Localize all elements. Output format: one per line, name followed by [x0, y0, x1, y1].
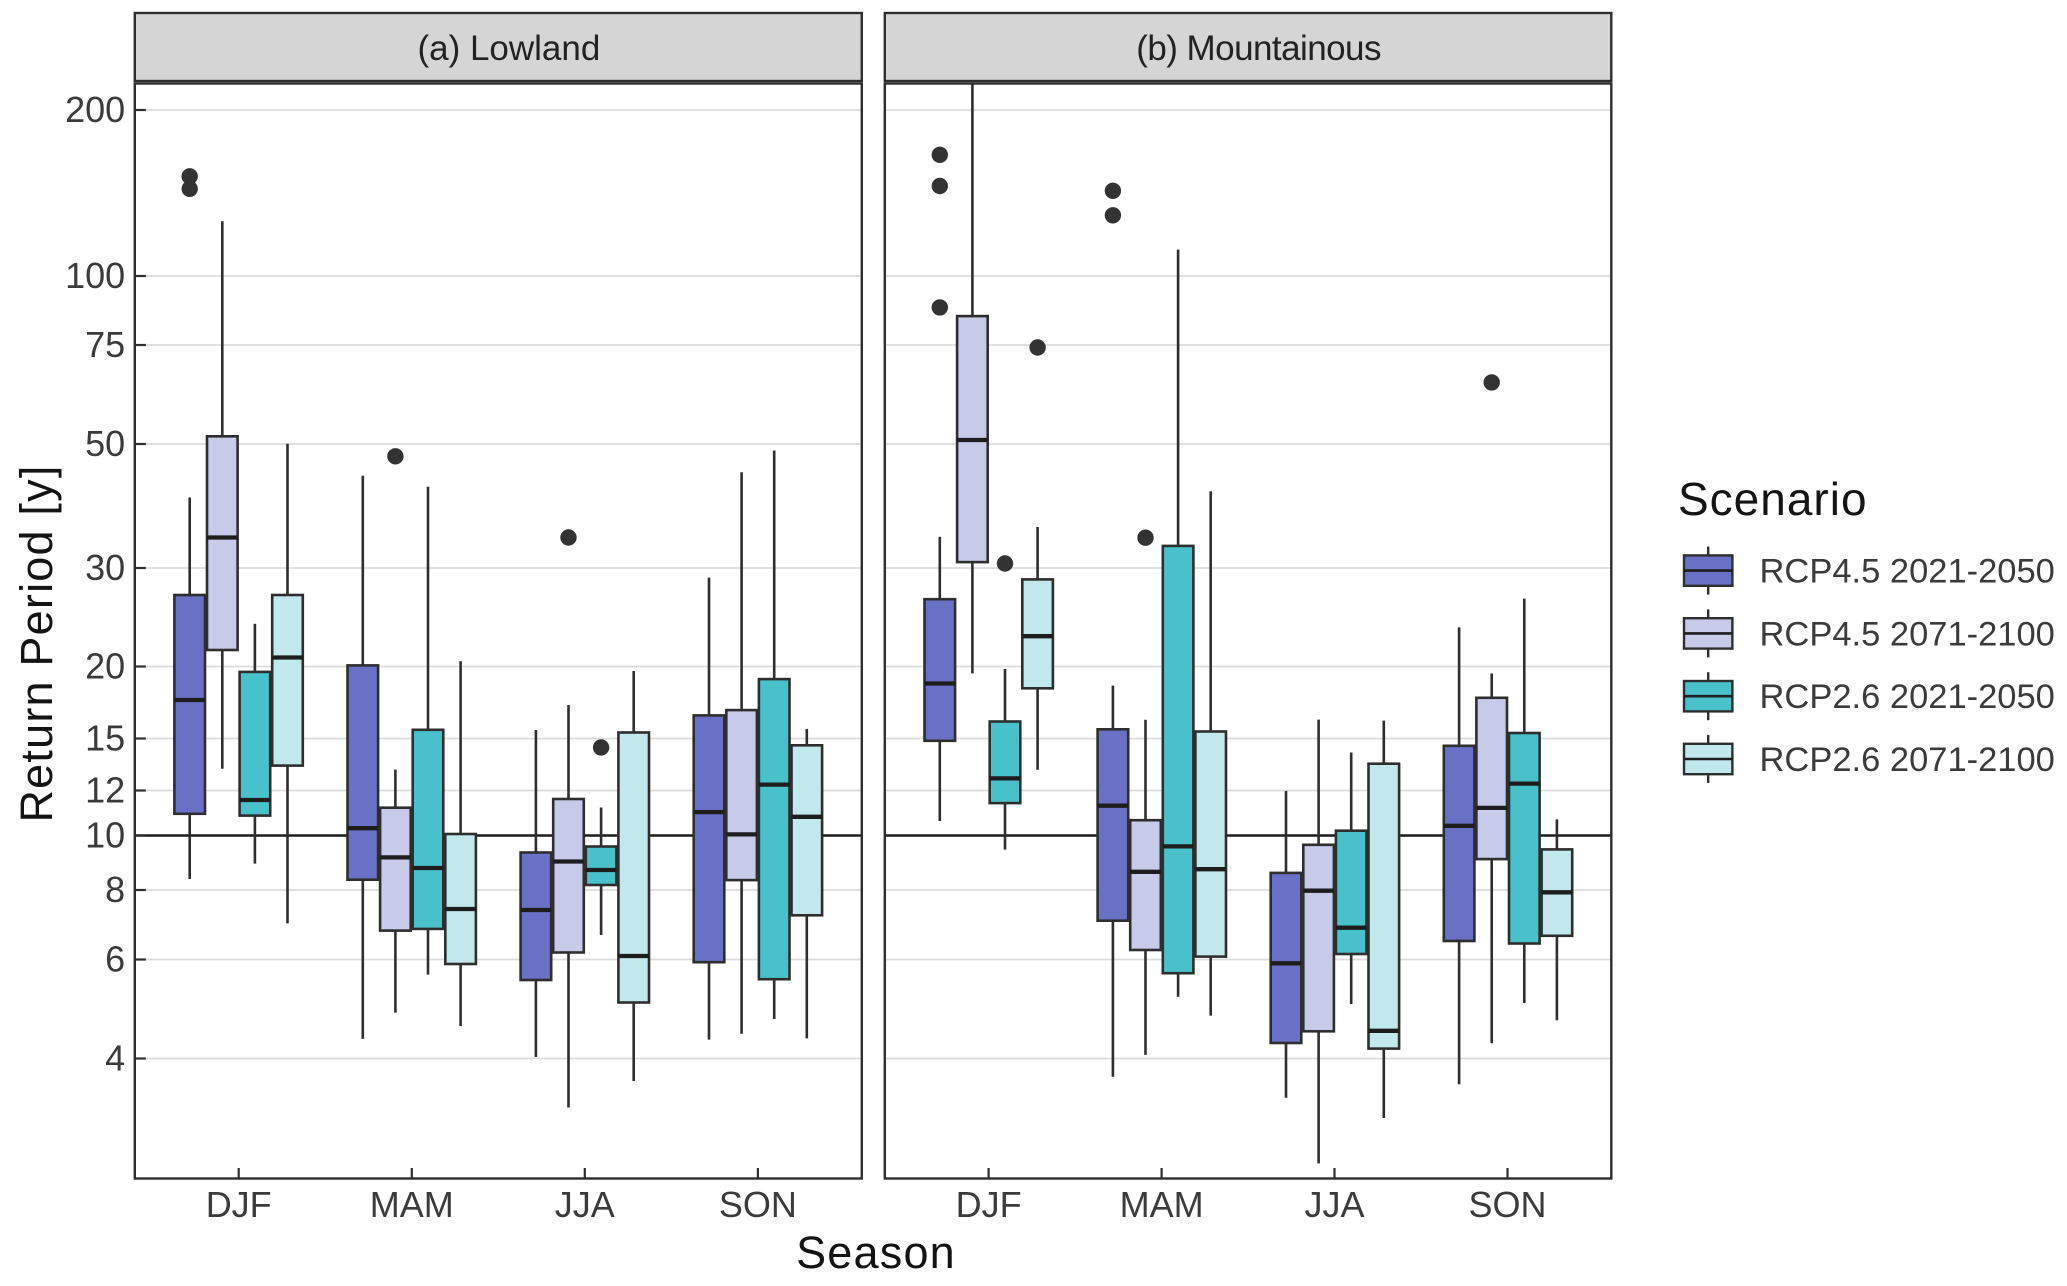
svg-text:15: 15	[85, 718, 125, 759]
svg-text:(b) Mountainous: (b) Mountainous	[1136, 29, 1381, 68]
svg-text:6: 6	[105, 939, 125, 980]
svg-text:DJF: DJF	[956, 1184, 1022, 1225]
svg-text:RCP2.6 2021-2050: RCP2.6 2021-2050	[1760, 678, 2055, 716]
svg-text:12: 12	[85, 770, 125, 811]
svg-text:10: 10	[85, 815, 125, 856]
svg-text:20: 20	[85, 646, 125, 687]
svg-text:JJA: JJA	[1304, 1184, 1364, 1225]
svg-text:MAM: MAM	[1120, 1184, 1204, 1225]
svg-text:200: 200	[65, 89, 125, 130]
svg-text:JJA: JJA	[555, 1184, 615, 1225]
svg-text:Return Period [y]: Return Period [y]	[11, 464, 62, 822]
svg-text:Season: Season	[796, 1227, 956, 1278]
svg-text:75: 75	[85, 324, 125, 365]
svg-text:MAM: MAM	[370, 1184, 454, 1225]
svg-text:SON: SON	[719, 1184, 797, 1225]
svg-text:30: 30	[85, 547, 125, 588]
svg-text:4: 4	[105, 1038, 125, 1079]
svg-text:RCP4.5 2021-2050: RCP4.5 2021-2050	[1760, 553, 2055, 591]
svg-text:RCP4.5 2071-2100: RCP4.5 2071-2100	[1760, 615, 2055, 653]
svg-text:50: 50	[85, 423, 125, 464]
svg-text:Scenario: Scenario	[1678, 473, 1868, 525]
svg-text:100: 100	[65, 255, 125, 296]
svg-text:RCP2.6 2071-2100: RCP2.6 2071-2100	[1760, 741, 2055, 779]
svg-text:(a) Lowland: (a) Lowland	[417, 29, 600, 68]
svg-text:SON: SON	[1468, 1184, 1546, 1225]
svg-text:8: 8	[105, 869, 125, 910]
svg-text:DJF: DJF	[206, 1184, 272, 1225]
